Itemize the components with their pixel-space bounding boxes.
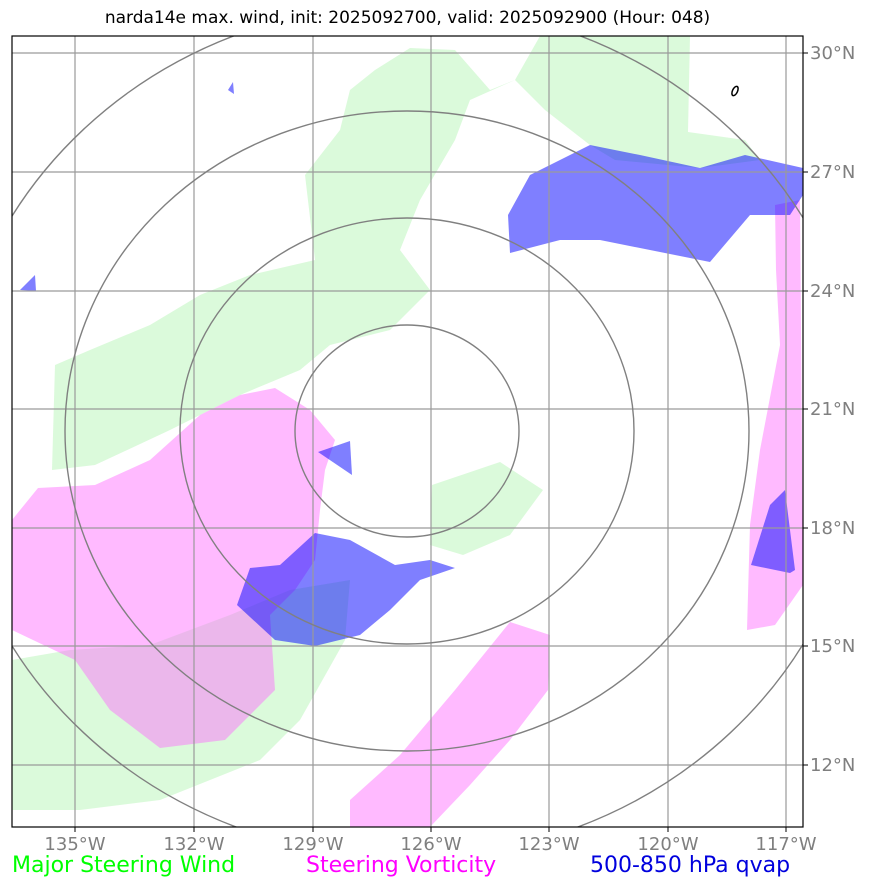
lon-label-126w: 126°W (400, 834, 461, 855)
lat-label-24n: 24°N (810, 281, 855, 302)
map-plot-area (12, 36, 803, 827)
longitude-labels: 135°W 132°W 129°W 126°W 123°W 120°W 117°… (44, 834, 816, 855)
range-rings (12, 36, 803, 827)
latitude-labels: 30°N 27°N 24°N 21°N 18°N 15°N 12°N (810, 43, 855, 776)
legend-steering-vorticity: Steering Vorticity (306, 853, 497, 878)
tick-marks (74, 52, 808, 832)
lon-label-129w: 129°W (282, 834, 343, 855)
qvap-area-northeast (508, 145, 803, 262)
steering-wind-area-north (52, 36, 760, 470)
qvap-blob-small-north (228, 82, 234, 94)
lon-label-123w: 123°W (518, 834, 579, 855)
range-ring-2 (179, 217, 635, 645)
steering-vorticity-area-south (350, 622, 550, 827)
lon-label-120w: 120°W (637, 834, 698, 855)
map-frame (11, 35, 804, 828)
range-ring-3 (64, 110, 750, 752)
steering-wind-area-center (430, 462, 543, 555)
qvap-layer (20, 82, 803, 646)
graticule (12, 36, 803, 827)
lon-label-132w: 132°W (163, 834, 224, 855)
legend-qvap: 500-850 hPa qvap (590, 853, 791, 878)
lat-label-30n: 30°N (810, 43, 855, 64)
qvap-area-east (751, 490, 795, 573)
legend-steering-wind: Major Steering Wind (12, 853, 236, 878)
qvap-area-center (237, 533, 455, 646)
steering-vorticity-area-west (12, 388, 335, 748)
lat-label-12n: 12°N (810, 755, 855, 776)
lat-label-27n: 27°N (810, 162, 855, 183)
lat-label-21n: 21°N (810, 399, 855, 420)
lat-label-18n: 18°N (810, 518, 855, 539)
range-ring-1 (294, 324, 520, 538)
steering-wind-area-southwest (12, 580, 350, 810)
qvap-blob-small-center (318, 441, 352, 475)
steering-wind-layer (12, 36, 760, 810)
map-title: narda14e max. wind, init: 2025092700, va… (104, 8, 711, 28)
qvap-blob-small-west (20, 275, 36, 291)
wind-contour-small (731, 85, 739, 97)
lat-label-15n: 15°N (810, 636, 855, 657)
lon-label-135w: 135°W (44, 834, 105, 855)
lon-label-117w: 117°W (755, 834, 816, 855)
